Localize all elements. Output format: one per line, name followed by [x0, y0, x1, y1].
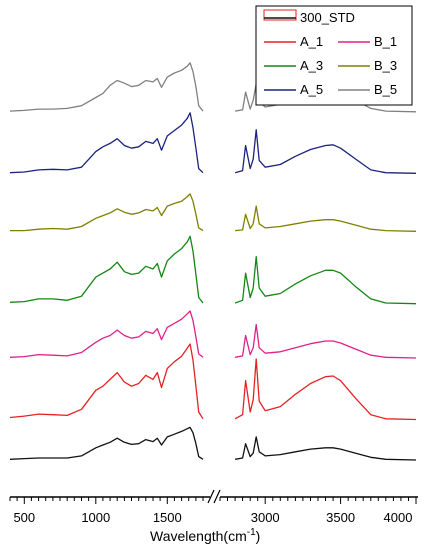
x-axis: 500 1000 1500 3000 3500 4000 [9, 489, 418, 525]
x-tick-label: 1000 [81, 510, 110, 525]
series-line-a-5-seg1 [9, 112, 204, 174]
legend-label-a-3: A_3 [300, 58, 323, 73]
plot-area [9, 62, 417, 461]
legend: 300_STD A_1 B_1 A_3 B_3 A_5 B_5 [255, 5, 413, 106]
axis-break-marker [207, 489, 221, 504]
legend-label-a-5: A_5 [300, 82, 323, 97]
x-tick-label: 1500 [153, 510, 182, 525]
legend-label-300-std: 300_STD [300, 10, 355, 25]
series-line-a-5-seg2 [234, 129, 417, 174]
series-line-300-std-seg2 [234, 436, 417, 461]
legend-swatch-frame [263, 9, 297, 21]
x-tick-label: 3000 [251, 510, 280, 525]
series-line-a-1-seg1 [9, 343, 204, 420]
legend-label-b-1: B_1 [374, 34, 397, 49]
x-axis-ticks [9, 497, 417, 504]
x-axis-tick-labels: 500 1000 1500 3000 3500 4000 [13, 510, 412, 525]
legend-label-b-5: B_5 [374, 82, 397, 97]
x-tick-label: 3500 [326, 510, 355, 525]
series-line-a-3-seg2 [234, 256, 417, 305]
x-tick-label: 4000 [384, 510, 413, 525]
legend-box [255, 5, 413, 106]
series-line-300-std-seg1 [9, 426, 204, 460]
x-axis-label: Wavelength(cm-1) [150, 527, 260, 544]
series-line-b-3-seg1 [10, 193, 204, 232]
legend-label-b-3: B_3 [374, 58, 397, 73]
series-line-a-3-seg1 [9, 235, 204, 304]
series-line-a-1-seg2 [234, 358, 417, 421]
series-line-b-5-seg1 [9, 62, 204, 112]
series-line-b-1-seg2 [234, 323, 417, 359]
series-line-b-1-seg1 [9, 310, 204, 358]
x-tick-label: 500 [13, 510, 35, 525]
series-line-b-3-seg2 [235, 205, 417, 232]
legend-label-a-1: A_1 [300, 34, 323, 49]
